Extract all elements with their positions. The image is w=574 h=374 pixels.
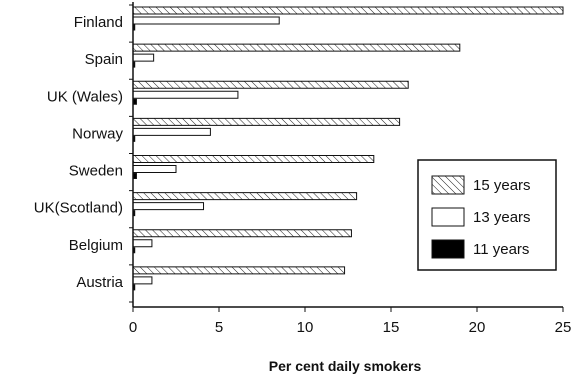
bar-norway-15-years: [132, 117, 401, 126]
x-tick-label: 10: [297, 319, 314, 336]
x-tick-label: 5: [215, 319, 223, 336]
bar-finland-13-years: [132, 16, 280, 25]
bar-sweden-13-years: [132, 165, 177, 173]
category-label: Finland: [74, 14, 123, 31]
x-tick-label: 15: [383, 319, 400, 336]
x-axis-title: Per cent daily smokers: [269, 358, 422, 374]
legend-label: 15 years: [473, 177, 531, 194]
bar-belgium-13-years: [132, 239, 153, 248]
category-label: UK(Scotland): [34, 200, 123, 217]
bar-belgium-15-years: [132, 229, 352, 238]
bar-finland-15-years: [132, 6, 564, 15]
bar-spain-13-years: [132, 53, 155, 62]
category-label: Norway: [72, 125, 123, 142]
category-label: Spain: [85, 51, 123, 68]
x-tick-label: 20: [469, 319, 486, 336]
bar-norway-13-years: [132, 127, 211, 136]
legend-label: 11 years: [473, 241, 529, 258]
category-label: Belgium: [69, 237, 123, 254]
bar-spain-15-years: [132, 43, 461, 52]
category-label: Austria: [76, 274, 123, 291]
bar-uk-scotland--15-years: [132, 192, 358, 201]
bars: [132, 6, 564, 291]
bar-austria-15-years: [132, 266, 346, 275]
category-label: Sweden: [69, 163, 123, 180]
bar-uk-wales--15-years: [132, 80, 409, 89]
bar-sweden-15-years: [132, 155, 375, 163]
bar-uk-wales--13-years: [132, 90, 239, 99]
category-label: UK (Wales): [47, 88, 123, 105]
x-tick-label: 0: [129, 319, 137, 336]
category-labels: Finland Spain UK (Wales) Norway Sweden UK(Sco…: [34, 14, 124, 291]
legend-swatch: [431, 175, 465, 195]
x-axis: 0 5 10 15 20 25: [129, 2, 572, 336]
legend-label: 13 years: [473, 209, 531, 226]
legend-swatch: [431, 239, 465, 259]
bar-uk-scotland--13-years: [132, 202, 205, 211]
legend-swatch: [431, 207, 465, 227]
x-tick-label: 25: [555, 319, 572, 336]
legend: 15 years 13 years 11 years: [417, 159, 557, 271]
bar-austria-13-years: [132, 276, 153, 285]
